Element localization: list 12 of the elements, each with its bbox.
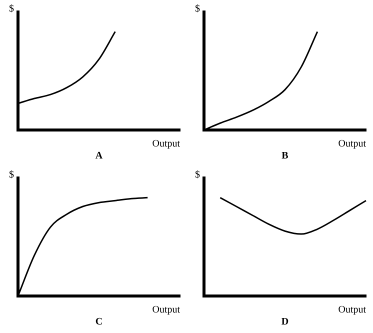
text: D	[281, 316, 289, 328]
x-axis-title: Output	[152, 138, 180, 150]
text: A	[95, 150, 104, 162]
x-axis-title: Output	[152, 304, 180, 316]
y-axis-title: $	[9, 170, 14, 181]
x-axis-title: Output	[338, 304, 366, 316]
x-axis-title: Output	[338, 138, 366, 150]
text: C	[95, 316, 103, 328]
text: B	[282, 150, 289, 162]
y-axis-title: $	[195, 4, 200, 15]
y-axis-title: $	[195, 170, 200, 181]
y-axis-title: $	[9, 4, 14, 15]
